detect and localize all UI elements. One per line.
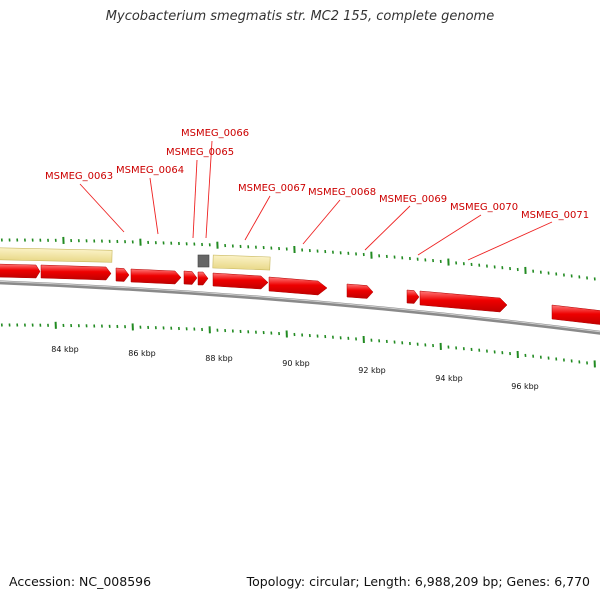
- cds-arrow-msmeg-0070b[interactable]: [419, 290, 508, 313]
- outer-tick-marks: [0, 236, 596, 281]
- genome-backbone: [0, 280, 600, 335]
- gene-label-msmeg-0067[interactable]: MSMEG_0067: [238, 183, 306, 194]
- gene-label-msmeg-0065[interactable]: MSMEG_0065: [166, 147, 234, 158]
- tick-label-92kbp: 92 kbp: [358, 366, 386, 375]
- callout-line-msmeg-0068: [302, 199, 341, 245]
- gene-label-msmeg-0070[interactable]: MSMEG_0070: [450, 202, 518, 213]
- callout-line-msmeg-0070: [417, 214, 482, 256]
- callout-line-msmeg-0067: [244, 195, 271, 241]
- cds-arrow-msmeg-0068[interactable]: [268, 276, 328, 296]
- tick-label-90kbp: 90 kbp: [282, 359, 310, 368]
- cds-arrow-msmeg-0062[interactable]: [0, 263, 41, 279]
- gene-label-msmeg-0071[interactable]: MSMEG_0071: [521, 210, 589, 221]
- callout-line-msmeg-0069: [364, 205, 411, 251]
- cds-arrow-msmeg-0070a[interactable]: [406, 289, 420, 304]
- callout-line-msmeg-0071: [467, 221, 553, 261]
- inner-tick-marks: [0, 321, 596, 368]
- genome-backbone-highlight: [0, 280, 600, 333]
- map-title: Mycobacterium smegmatis str. MC2 155, co…: [105, 9, 495, 24]
- gene-label-msmeg-0064[interactable]: MSMEG_0064: [116, 165, 184, 176]
- gene-label-msmeg-0066[interactable]: MSMEG_0066: [181, 128, 249, 139]
- callout-line-msmeg-0063: [79, 183, 125, 233]
- accession-text: Accession: NC_008596: [9, 574, 152, 589]
- cds-arrow-msmeg-0067[interactable]: [212, 272, 269, 290]
- label-callout-lines: [79, 140, 553, 261]
- cds-arrow-msmeg-0064[interactable]: [115, 267, 130, 282]
- cds-arrow-msmeg-0069[interactable]: [346, 283, 374, 299]
- gene-labels: MSMEG_0063 MSMEG_0064 MSMEG_0065 MSMEG_0…: [45, 128, 589, 221]
- tick-label-94kbp: 94 kbp: [435, 374, 463, 383]
- callout-line-msmeg-0066: [205, 140, 213, 239]
- topology-summary-text: Topology: circular; Length: 6,988,209 bp…: [246, 574, 590, 589]
- gene-label-msmeg-0068[interactable]: MSMEG_0068: [308, 187, 376, 198]
- tick-label-96kbp: 96 kbp: [511, 382, 539, 391]
- cds-arrow-msmeg-0065[interactable]: [130, 268, 182, 285]
- misc-feature-msmeg-0066[interactable]: [197, 254, 210, 268]
- tick-label-88kbp: 88 kbp: [205, 354, 233, 363]
- callout-line-msmeg-0065: [192, 159, 198, 239]
- cds-arrow-msmeg-0071[interactable]: [551, 304, 600, 325]
- tick-labels: 84 kbp 86 kbp 88 kbp 90 kbp 92 kbp 94 kb…: [51, 345, 539, 391]
- cds-arrow-msmeg-0063[interactable]: [40, 264, 112, 281]
- gene-label-msmeg-0063[interactable]: MSMEG_0063: [45, 171, 113, 182]
- tick-label-84kbp: 84 kbp: [51, 345, 79, 354]
- cds-track: [0, 263, 600, 325]
- cds-arrow-msmeg-0066b[interactable]: [197, 271, 209, 286]
- gene-label-msmeg-0069[interactable]: MSMEG_0069: [379, 194, 447, 205]
- rna-feature-left[interactable]: [0, 247, 113, 263]
- rna-feature-msmeg-0067[interactable]: [212, 254, 271, 271]
- callout-line-msmeg-0064: [149, 177, 159, 235]
- tick-label-86kbp: 86 kbp: [128, 349, 156, 358]
- cds-arrow-msmeg-0066a[interactable]: [183, 270, 198, 285]
